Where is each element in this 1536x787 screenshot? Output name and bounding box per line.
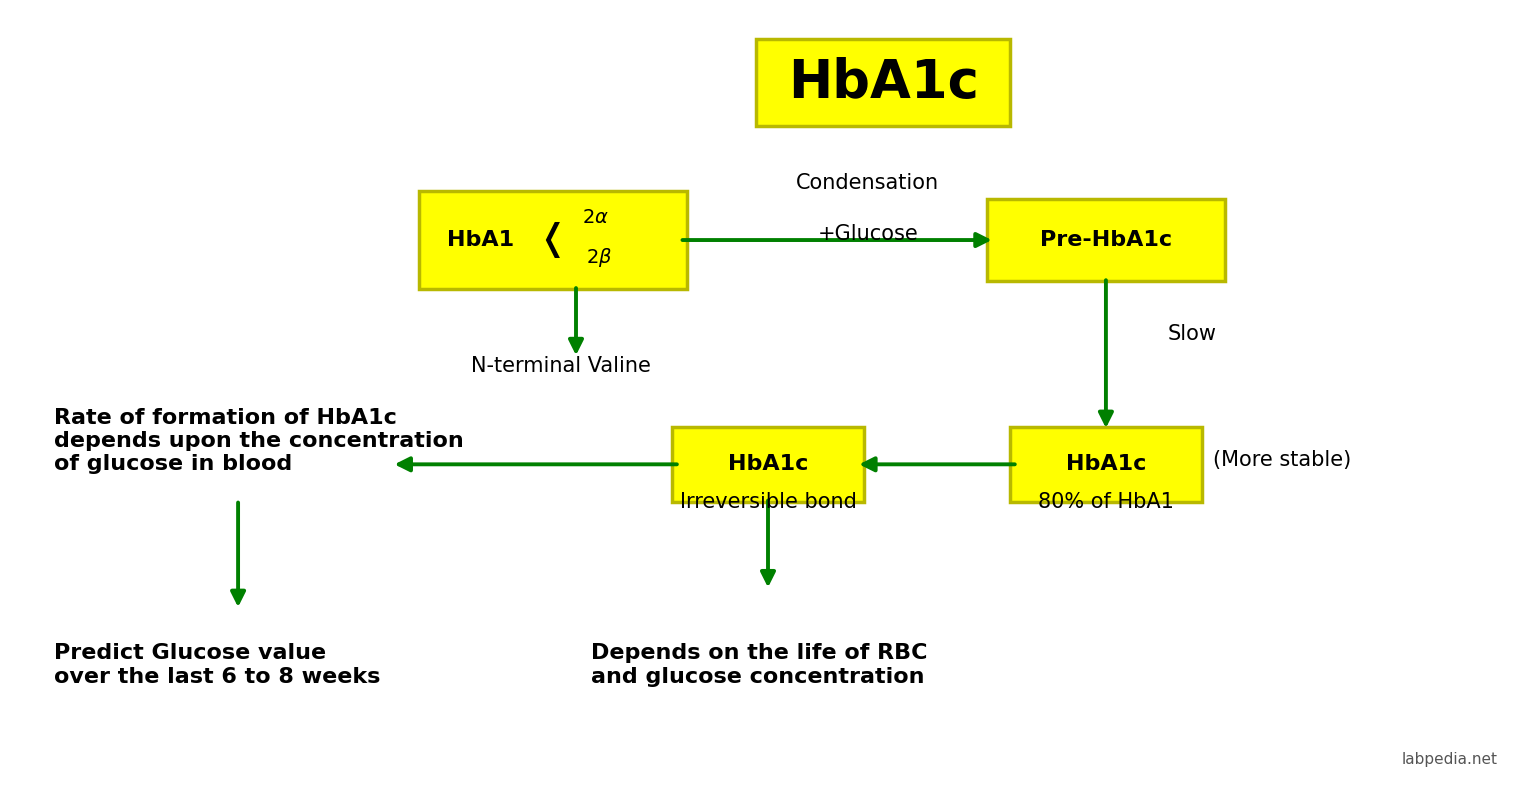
Text: ❬: ❬	[538, 222, 568, 258]
Text: HbA1c: HbA1c	[788, 57, 978, 109]
Text: HbA1c: HbA1c	[728, 454, 808, 475]
Text: labpedia.net: labpedia.net	[1401, 752, 1498, 767]
Text: $2\alpha$: $2\alpha$	[582, 209, 610, 227]
FancyBboxPatch shape	[1011, 427, 1201, 502]
Text: Depends on the life of RBC
and glucose concentration: Depends on the life of RBC and glucose c…	[591, 644, 928, 686]
Text: Condensation: Condensation	[796, 173, 940, 193]
Text: +Glucose: +Glucose	[817, 224, 919, 244]
Text: 80% of HbA1: 80% of HbA1	[1038, 492, 1174, 512]
Text: Slow: Slow	[1167, 324, 1217, 345]
Text: Irreversible bond: Irreversible bond	[679, 492, 857, 512]
FancyBboxPatch shape	[756, 39, 1011, 126]
FancyBboxPatch shape	[418, 191, 688, 290]
FancyBboxPatch shape	[673, 427, 863, 502]
Text: HbA1c: HbA1c	[1066, 454, 1146, 475]
Text: (More stable): (More stable)	[1213, 450, 1352, 471]
Text: N-terminal Valine: N-terminal Valine	[470, 356, 651, 376]
Text: Predict Glucose value
over the last 6 to 8 weeks: Predict Glucose value over the last 6 to…	[54, 644, 379, 686]
Text: Pre-HbA1c: Pre-HbA1c	[1040, 230, 1172, 250]
FancyBboxPatch shape	[986, 199, 1226, 282]
Text: HbA1: HbA1	[447, 230, 515, 250]
Text: Rate of formation of HbA1c
depends upon the concentration
of glucose in blood: Rate of formation of HbA1c depends upon …	[54, 408, 464, 474]
Text: $2\beta$: $2\beta$	[585, 246, 613, 269]
